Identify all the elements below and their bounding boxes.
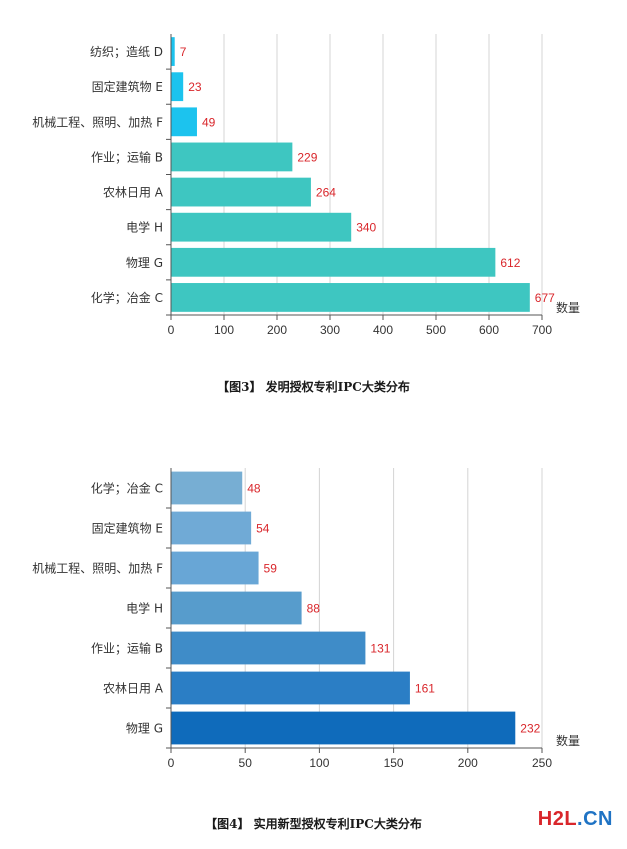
category-label: 农林日用 A [103,682,164,696]
bar [171,72,184,102]
data-label: 23 [188,80,202,94]
category-label: 化学；冶金 C [91,290,163,305]
category-label: 化学；冶金 C [91,481,163,496]
data-label: 264 [316,186,336,200]
data-label: 49 [202,115,216,129]
bar [171,37,175,66]
x-tick-label: 0 [168,756,175,770]
data-label: 88 [307,602,321,616]
bar [171,107,197,137]
bar [171,177,311,207]
x-tick-label: 500 [426,323,446,337]
category-label: 物理 G [126,722,163,736]
bar [171,711,516,745]
bar [171,631,366,665]
figure3-caption: 【图3】 发明授权专利IPC大类分布 [217,380,410,394]
category-label: 电学 H [126,220,163,235]
x-tick-label: 400 [373,323,393,337]
x-tick-label: 200 [267,323,287,337]
ipc-invention-bar-chart: 7 纺织；造纸 D 23 固定建筑物 E 49 机械工程、照明、加热 F 229 作业；运输 … [32,34,580,337]
data-label: 161 [415,682,435,696]
bar [171,142,293,172]
x-tick-label: 150 [384,756,404,770]
data-label: 59 [264,562,278,576]
gridlines [223,34,543,315]
bar [171,212,352,242]
data-label: 48 [247,482,261,496]
category-label: 物理 G [126,256,163,270]
category-label: 作业；运输 B [91,149,163,164]
watermark-part1: H2L [537,808,578,830]
x-axis-title: 数量 [556,733,580,748]
category-label: 固定建筑物 E [92,521,163,536]
data-label: 7 [180,45,187,59]
bar [171,551,259,585]
bar [171,247,496,277]
bar [171,471,243,505]
data-label: 612 [500,256,520,270]
x-tick-label: 0 [168,323,175,337]
x-tick-label: 300 [320,323,340,337]
x-tick-label: 50 [239,756,253,770]
data-label: 131 [370,642,390,656]
category-label: 电学 H [126,601,163,616]
data-label: 677 [535,291,555,305]
category-label: 机械工程、照明、加热 F [32,114,163,129]
data-label: 229 [297,150,317,164]
ipc-utility-bar-chart: 48 化学；冶金 C 54 固定建筑物 E 59 机械工程、照明、加热 F 88 电学 H 13… [32,468,580,770]
x-axis-title: 数量 [556,300,580,315]
x-tick-label: 250 [532,756,552,770]
watermark-part2: .CN [577,808,613,830]
category-label: 作业；运输 B [91,641,163,656]
category-label: 机械工程、照明、加热 F [32,561,163,576]
x-tick-label: 700 [532,323,552,337]
data-label: 54 [256,522,270,536]
x-tick-label: 600 [479,323,499,337]
x-tick-label: 200 [458,756,478,770]
category-label: 农林日用 A [103,186,164,200]
data-label: 232 [520,722,540,736]
x-tick-label: 100 [309,756,329,770]
bar [171,671,410,705]
bar [171,591,302,625]
site-watermark-logo: H2L.CN [538,808,613,831]
bar [171,511,252,545]
category-label: 纺织；造纸 D [90,45,163,59]
x-tick-label: 100 [214,323,234,337]
category-label: 固定建筑物 E [92,79,163,94]
bar [171,283,530,312]
data-label: 340 [356,221,376,235]
figure4-caption: 【图4】 实用新型授权专利IPC大类分布 [205,817,422,831]
